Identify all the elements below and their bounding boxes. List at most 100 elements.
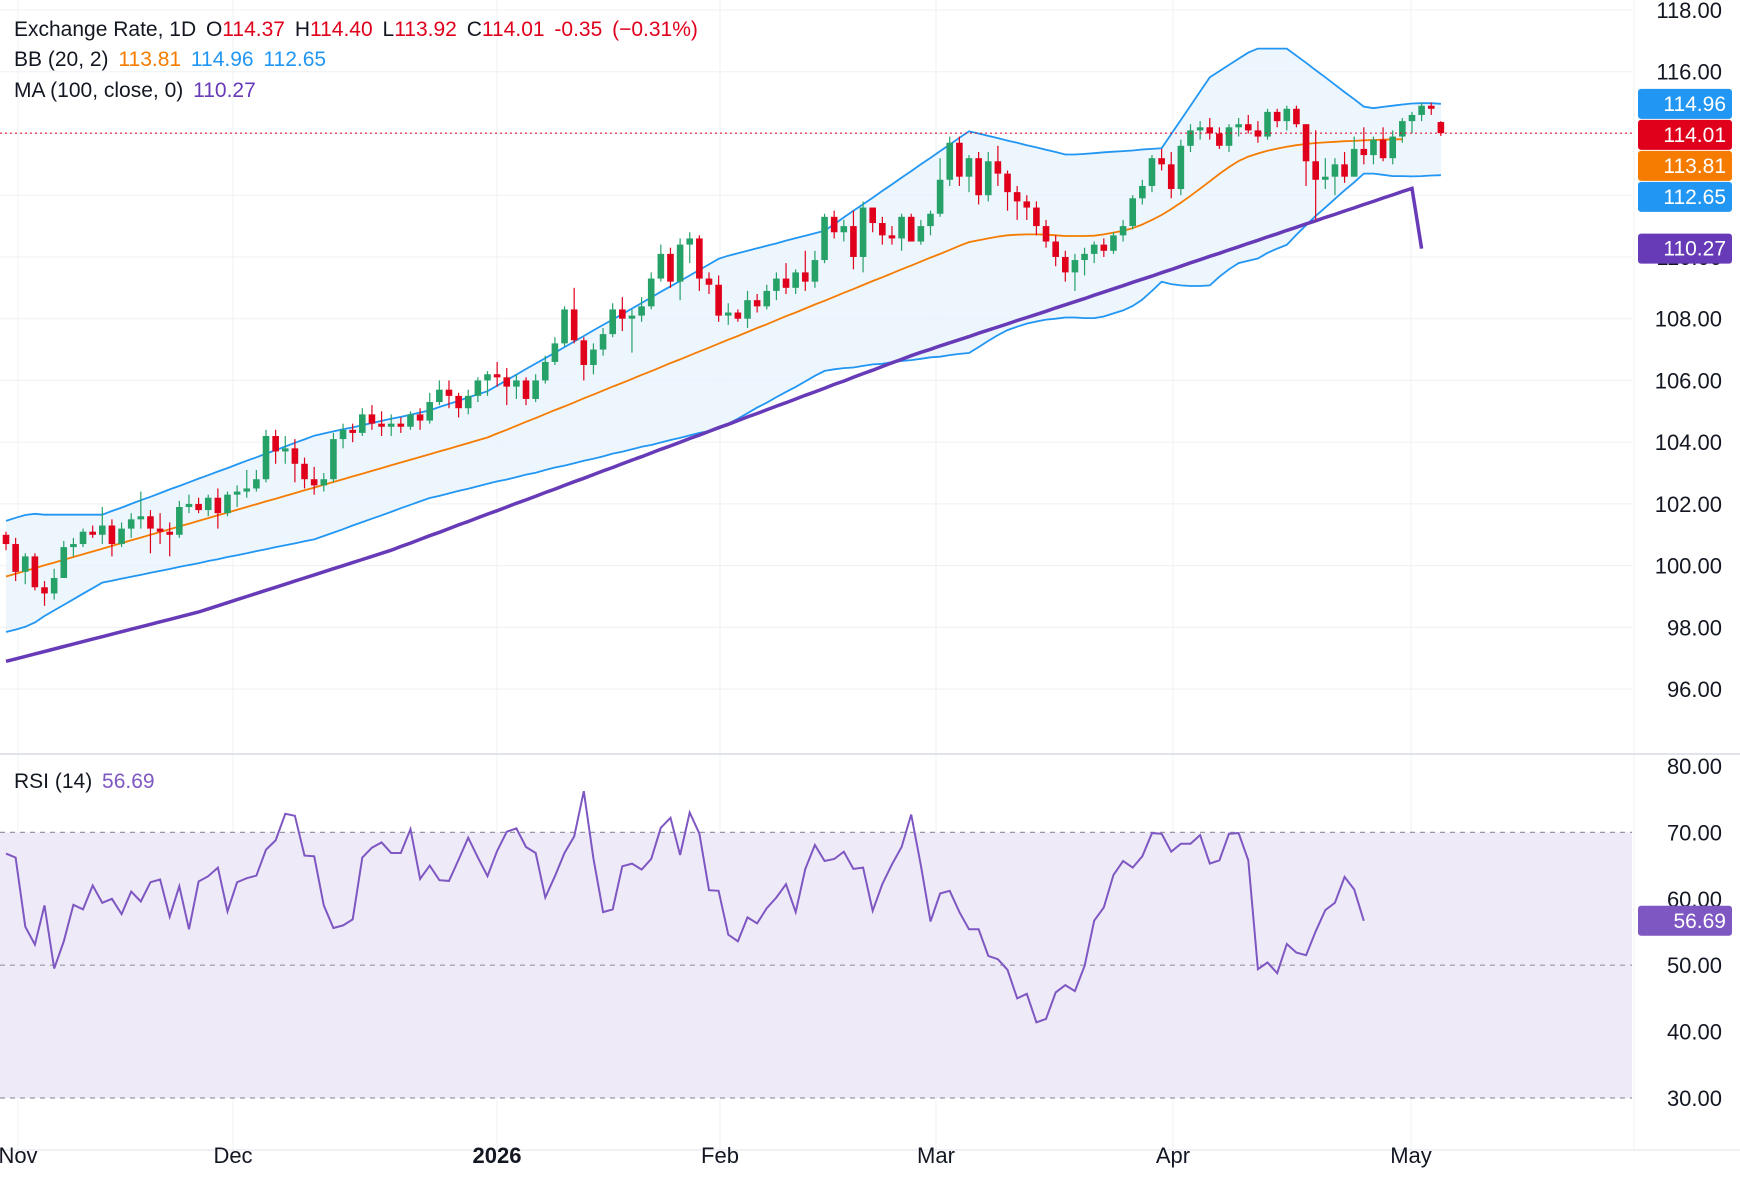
price-tag[interactable]: 113.81	[1638, 150, 1732, 181]
rsi-legend[interactable]: RSI (14) 56.69	[14, 768, 159, 796]
candle[interactable]	[407, 411, 414, 430]
candle[interactable]	[1427, 102, 1435, 115]
candle[interactable]	[1139, 179, 1146, 205]
candle[interactable]	[397, 417, 405, 433]
candle[interactable]	[484, 371, 491, 396]
candle[interactable]	[859, 201, 867, 273]
candle[interactable]	[1110, 232, 1117, 254]
candle[interactable]	[272, 429, 279, 464]
candle[interactable]	[359, 408, 366, 436]
candle[interactable]	[1206, 118, 1214, 140]
candle[interactable]	[89, 525, 96, 538]
candle[interactable]	[927, 210, 934, 236]
candle[interactable]	[773, 272, 780, 301]
candle[interactable]	[339, 423, 347, 449]
candle[interactable]	[946, 136, 954, 186]
candle[interactable]	[291, 439, 299, 483]
candle[interactable]	[224, 491, 231, 517]
bb-basis-line[interactable]	[5, 138, 1403, 578]
candle[interactable]	[204, 494, 212, 517]
candle[interactable]	[879, 216, 886, 245]
candle[interactable]	[1052, 235, 1059, 267]
candle[interactable]	[811, 250, 819, 288]
candle[interactable]	[436, 380, 443, 406]
candle[interactable]	[31, 553, 39, 591]
candle[interactable]	[840, 219, 848, 242]
candle[interactable]	[965, 155, 973, 193]
candle[interactable]	[724, 303, 732, 325]
candle[interactable]	[1158, 148, 1165, 171]
candle[interactable]	[1013, 185, 1021, 220]
candle[interactable]	[493, 361, 501, 387]
candle[interactable]	[50, 568, 58, 600]
price-tag[interactable]: 114.96	[1638, 88, 1732, 119]
candle[interactable]	[1090, 241, 1098, 264]
candle[interactable]	[320, 473, 328, 492]
candle[interactable]	[1148, 155, 1156, 193]
candle[interactable]	[70, 537, 77, 557]
candle[interactable]	[628, 309, 636, 353]
candle[interactable]	[281, 436, 289, 464]
candle[interactable]	[522, 377, 530, 406]
candle[interactable]	[464, 389, 472, 415]
candle[interactable]	[590, 343, 597, 375]
candle[interactable]	[1254, 121, 1262, 143]
candle[interactable]	[243, 469, 251, 498]
candle[interactable]	[994, 145, 1002, 186]
candle[interactable]	[426, 392, 434, 424]
candle[interactable]	[1283, 105, 1291, 131]
candle[interactable]	[1033, 201, 1040, 236]
candle[interactable]	[147, 510, 154, 554]
candle[interactable]	[956, 136, 963, 186]
bb-legend[interactable]: BB (20, 2) 113.81 114.96 112.65	[14, 46, 330, 74]
candle[interactable]	[127, 513, 135, 538]
candle[interactable]	[984, 152, 992, 202]
symbol-title[interactable]: Exchange Rate, 1D	[14, 18, 197, 41]
candle[interactable]	[532, 374, 539, 403]
candle[interactable]	[176, 500, 183, 538]
candle[interactable]	[888, 226, 896, 245]
candle[interactable]	[763, 284, 771, 310]
candle[interactable]	[1331, 158, 1339, 196]
candle[interactable]	[676, 238, 684, 301]
candle[interactable]	[1187, 124, 1194, 152]
candle[interactable]	[667, 247, 674, 288]
candle[interactable]	[782, 263, 790, 294]
price-tag[interactable]: 114.01	[1638, 119, 1732, 150]
candle[interactable]	[214, 488, 222, 529]
candle[interactable]	[1322, 158, 1329, 190]
candle[interactable]	[349, 423, 356, 443]
candle[interactable]	[185, 494, 193, 514]
candle[interactable]	[1370, 136, 1377, 165]
candle[interactable]	[41, 581, 48, 606]
candle[interactable]	[599, 327, 607, 356]
candle[interactable]	[195, 497, 202, 514]
candle[interactable]	[1302, 124, 1310, 186]
candle[interactable]	[696, 235, 703, 291]
candle[interactable]	[79, 528, 87, 548]
bb-upper-line[interactable]	[5, 47, 1441, 522]
candle[interactable]	[801, 250, 809, 291]
candle[interactable]	[792, 269, 799, 294]
candle[interactable]	[1196, 121, 1204, 140]
price-tag[interactable]: 112.65	[1638, 181, 1732, 212]
candle[interactable]	[715, 275, 722, 322]
candle[interactable]	[99, 507, 106, 545]
candle[interactable]	[1418, 102, 1425, 122]
candle[interactable]	[1129, 195, 1137, 230]
rsi-line[interactable]	[5, 790, 1365, 1024]
candle[interactable]	[936, 158, 944, 217]
candle[interactable]	[2, 531, 10, 551]
candle[interactable]	[638, 297, 645, 322]
candle[interactable]	[1360, 127, 1368, 165]
candle[interactable]	[1081, 247, 1088, 276]
candle[interactable]	[551, 337, 559, 365]
candle[interactable]	[387, 414, 395, 436]
candle[interactable]	[1379, 127, 1387, 162]
candle[interactable]	[917, 219, 925, 245]
price-tag[interactable]: 110.27	[1638, 233, 1732, 264]
candle[interactable]	[1244, 114, 1252, 134]
candle[interactable]	[619, 297, 626, 332]
ma-line[interactable]	[5, 186, 1424, 663]
candle[interactable]	[330, 432, 337, 483]
